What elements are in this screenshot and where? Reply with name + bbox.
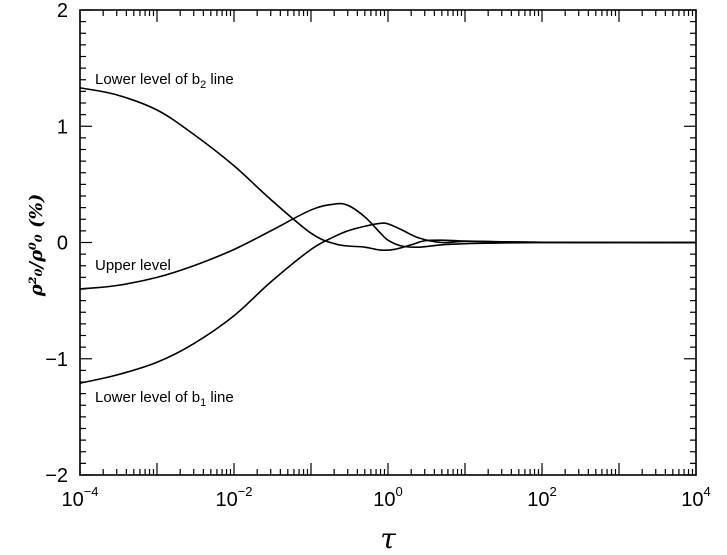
- x-tick-base: 10: [681, 489, 703, 511]
- x-axis-label: τ: [380, 522, 396, 555]
- x-tick-base: 10: [373, 489, 395, 511]
- x-tick-exponent: 2: [550, 484, 557, 499]
- x-tick-label: 100: [373, 484, 402, 511]
- x-tick-exponent: 0: [396, 484, 403, 499]
- x-tick-exponent: −2: [238, 484, 253, 499]
- x-tick-exponent: −4: [84, 484, 99, 499]
- series-upper-line: [79, 202, 697, 290]
- x-tick-base: 10: [215, 489, 237, 511]
- x-tick-label: 10−4: [61, 484, 98, 511]
- annotation-subscript: 2: [200, 79, 206, 91]
- y-tick-label: −2: [45, 465, 68, 487]
- x-tick-base: 10: [61, 489, 83, 511]
- y-axis-label: ρ²₀/ρ⁰₀ (%): [26, 194, 47, 297]
- axis-ticks: [79, 9, 697, 476]
- x-tick-label: 104: [681, 484, 710, 511]
- x-tick-label: 102: [527, 484, 556, 511]
- x-tick-label: 10−2: [215, 484, 252, 511]
- annotation-tail: line: [206, 71, 234, 88]
- annotation-text: Lower level of b: [95, 71, 200, 88]
- x-tick-base: 10: [527, 489, 549, 511]
- y-tick-label: 1: [57, 116, 68, 138]
- annotation-text: Lower level of b: [95, 389, 200, 406]
- annotation-b1: Lower level of b1 line: [95, 389, 234, 409]
- series-b1-line: [79, 222, 697, 384]
- curves: [79, 87, 697, 384]
- annotation-text: Upper level: [95, 257, 171, 274]
- y-tick-label: −1: [45, 349, 68, 371]
- annotation-b2: Lower level of b2 line: [95, 71, 234, 91]
- annotation-subscript: 1: [200, 397, 206, 409]
- x-tick-exponent: 4: [704, 484, 711, 499]
- y-tick-label: 2: [57, 0, 68, 22]
- annotation-tail: line: [206, 389, 234, 406]
- annotation-upper: Upper level: [95, 257, 171, 274]
- y-tick-label: 0: [57, 233, 68, 255]
- series-b2-line: [79, 87, 697, 252]
